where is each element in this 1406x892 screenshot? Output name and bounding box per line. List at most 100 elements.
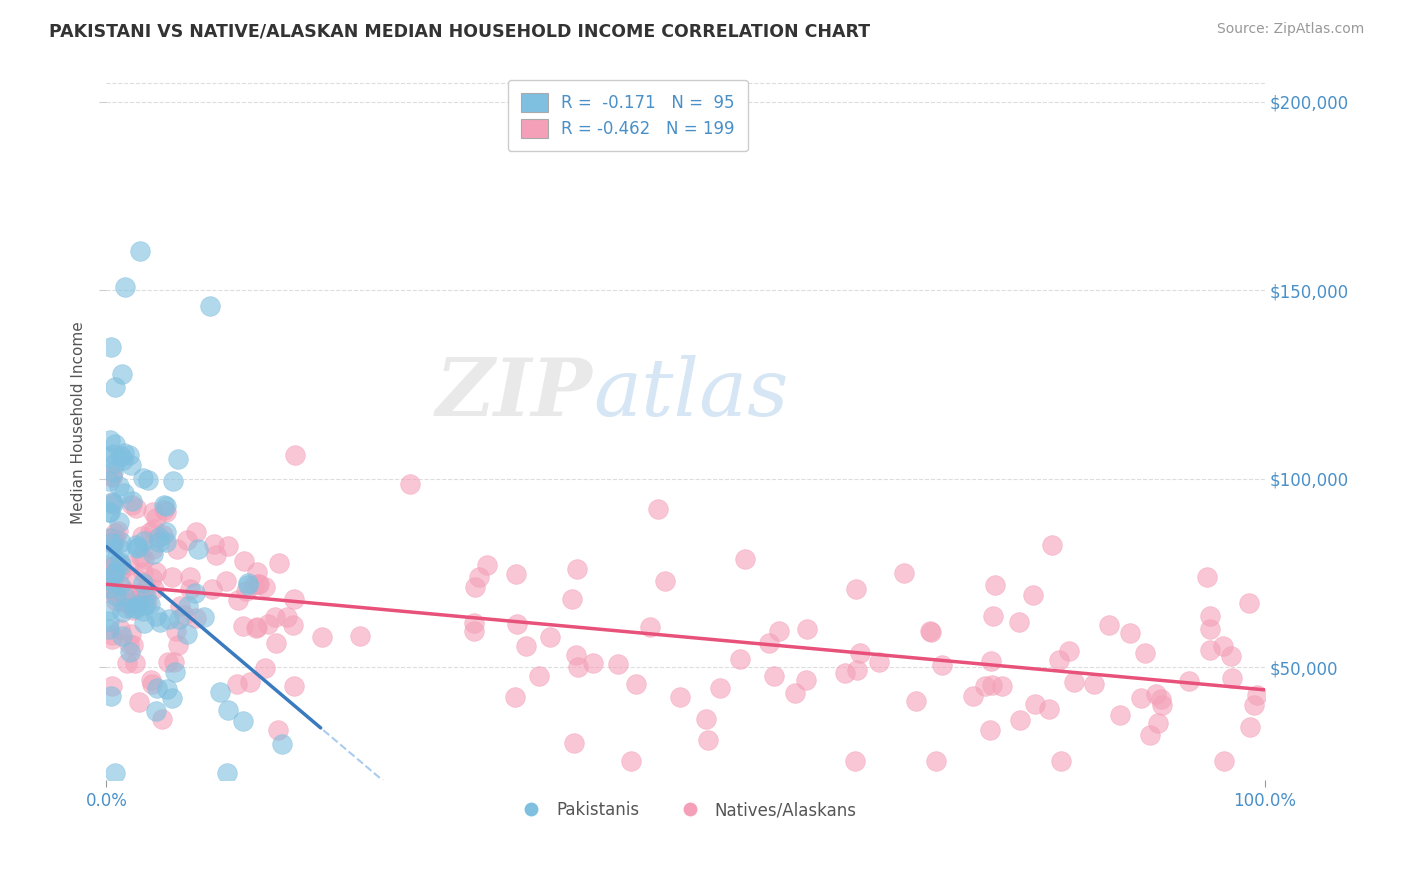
Point <box>104 566 127 581</box>
Point <box>284 448 307 462</box>
Point <box>1199 622 1222 636</box>
Point <box>794 673 817 687</box>
Point <box>110 541 132 556</box>
Point <box>505 617 527 632</box>
Point <box>110 449 132 463</box>
Point <box>101 469 124 483</box>
Point <box>104 526 127 541</box>
Point <box>104 583 127 598</box>
Point <box>1177 674 1199 689</box>
Point <box>1022 588 1045 602</box>
Point <box>768 624 790 638</box>
Point <box>107 516 129 530</box>
Point <box>918 624 941 638</box>
Point <box>157 655 180 669</box>
Point <box>143 582 166 597</box>
Point <box>118 637 141 651</box>
Point <box>127 598 149 612</box>
Point <box>962 689 984 703</box>
Point <box>117 586 139 600</box>
Point <box>149 615 172 629</box>
Point <box>567 660 589 674</box>
Point <box>132 470 155 484</box>
Point <box>104 457 127 471</box>
Point <box>110 535 132 549</box>
Point <box>115 601 138 615</box>
Point <box>399 476 422 491</box>
Point <box>155 534 177 549</box>
Point <box>135 590 157 604</box>
Point <box>179 570 201 584</box>
Point <box>1049 755 1071 769</box>
Point <box>505 566 527 581</box>
Point <box>846 663 869 677</box>
Point <box>103 380 125 394</box>
Point <box>1220 648 1243 663</box>
Point <box>281 618 304 632</box>
Point <box>1008 615 1031 630</box>
Point <box>264 609 287 624</box>
Point <box>209 685 232 699</box>
Point <box>931 657 953 672</box>
Point <box>311 630 333 644</box>
Point <box>991 679 1014 693</box>
Point <box>607 657 630 671</box>
Point <box>1220 671 1243 685</box>
Point <box>156 681 179 696</box>
Point <box>253 661 276 675</box>
Point <box>114 582 136 597</box>
Point <box>904 694 927 708</box>
Point <box>647 502 669 516</box>
Point <box>101 679 124 693</box>
Point <box>120 627 142 641</box>
Point <box>104 437 127 451</box>
Point <box>709 681 731 695</box>
Point <box>163 665 186 680</box>
Point <box>101 583 124 598</box>
Point <box>127 540 149 554</box>
Point <box>162 475 184 489</box>
Point <box>243 578 266 592</box>
Point <box>101 536 124 550</box>
Point <box>217 539 239 553</box>
Point <box>1098 617 1121 632</box>
Point <box>101 495 124 509</box>
Point <box>101 535 124 549</box>
Point <box>110 563 132 577</box>
Point <box>1139 728 1161 742</box>
Point <box>115 595 138 609</box>
Point <box>1083 677 1105 691</box>
Point <box>193 610 215 624</box>
Point <box>108 565 131 579</box>
Point <box>1133 646 1156 660</box>
Point <box>145 609 167 624</box>
Point <box>142 547 165 561</box>
Point <box>1195 570 1218 584</box>
Point <box>155 505 177 519</box>
Point <box>129 587 152 601</box>
Point <box>118 645 141 659</box>
Point <box>184 586 207 600</box>
Point <box>114 280 136 294</box>
Point <box>148 535 170 549</box>
Point <box>112 446 135 460</box>
Point <box>169 599 191 613</box>
Point <box>238 578 260 592</box>
Point <box>257 617 280 632</box>
Point <box>893 566 915 581</box>
Point <box>620 755 643 769</box>
Point <box>101 469 124 483</box>
Point <box>215 574 238 588</box>
Point <box>980 654 1002 668</box>
Point <box>1199 643 1222 657</box>
Point <box>125 541 148 555</box>
Point <box>167 612 190 626</box>
Point <box>103 447 125 461</box>
Point <box>125 571 148 585</box>
Point <box>1063 675 1085 690</box>
Point <box>105 589 128 603</box>
Point <box>204 548 226 562</box>
Point <box>103 566 125 580</box>
Point <box>101 560 124 574</box>
Point <box>124 656 146 670</box>
